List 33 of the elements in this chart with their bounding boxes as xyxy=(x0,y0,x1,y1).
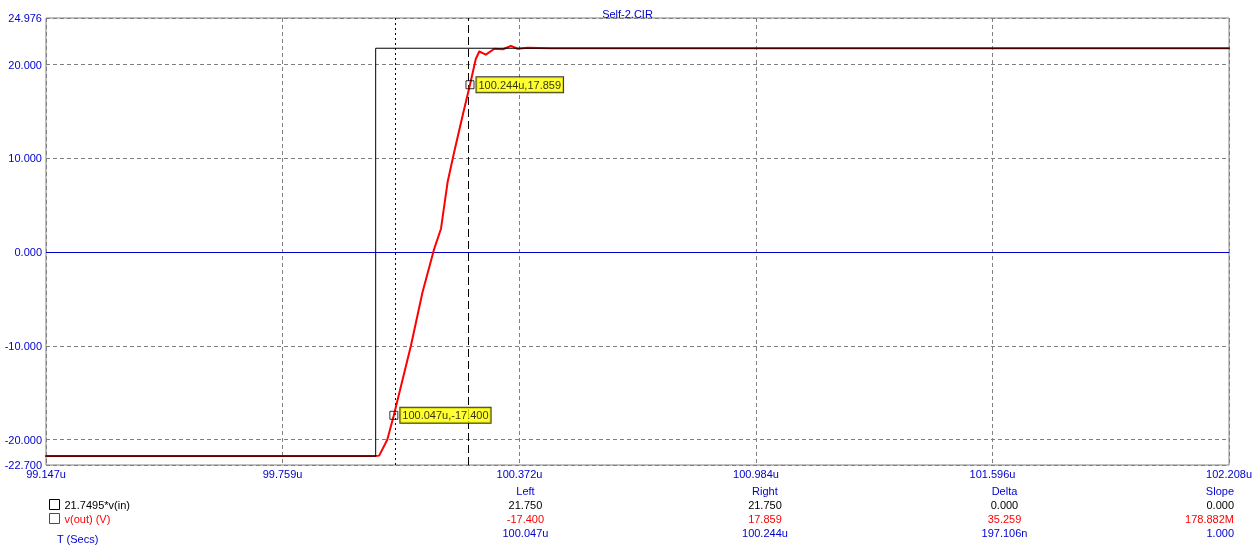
y-tick-label: 24.976 xyxy=(8,12,42,24)
y-tick-label: -20.000 xyxy=(4,433,42,446)
y-tick-label: -10.000 xyxy=(4,339,42,352)
text: Slope xyxy=(1205,484,1234,497)
text: 100.244u xyxy=(742,526,788,539)
legend-label: 21.7495*v(in) xyxy=(64,498,130,511)
x-tick-label: 102.208u xyxy=(1206,467,1253,480)
text: 21.750 xyxy=(508,498,543,511)
text: Left xyxy=(516,484,535,497)
y-tick-label: 0.000 xyxy=(14,246,42,259)
text: 21.750 xyxy=(748,498,782,511)
annotation: 100.244u,17.859 xyxy=(478,78,562,91)
x-tick-label: 100.984u xyxy=(733,467,779,480)
x-tick-label: 101.596u xyxy=(969,467,1016,480)
text: 0.000 xyxy=(1206,498,1234,511)
text: 197.106n xyxy=(981,526,1028,539)
text: 1.000 xyxy=(1206,526,1234,539)
y-tick-label: 10.000 xyxy=(8,152,42,165)
annotation: 100.047u,-17.400 xyxy=(402,409,489,422)
text: 178.882M xyxy=(1185,512,1234,525)
text: 17.859 xyxy=(748,512,782,525)
y-tick-label: 20.000 xyxy=(8,58,42,71)
text: 100.047u xyxy=(502,526,549,539)
x-tick-label: 99.759u xyxy=(262,467,303,480)
chart-title: Self-2.CIR xyxy=(602,7,653,20)
text: 35.259 xyxy=(987,512,1022,525)
legend-label: v(out) (V) xyxy=(64,512,111,525)
text: -17.400 xyxy=(506,512,545,525)
x-axis-title: T (Secs) xyxy=(57,532,99,545)
text: Right xyxy=(752,484,778,497)
text: Delta xyxy=(991,484,1019,497)
x-tick-label: 100.372u xyxy=(496,467,543,480)
text: 0.000 xyxy=(990,498,1019,511)
